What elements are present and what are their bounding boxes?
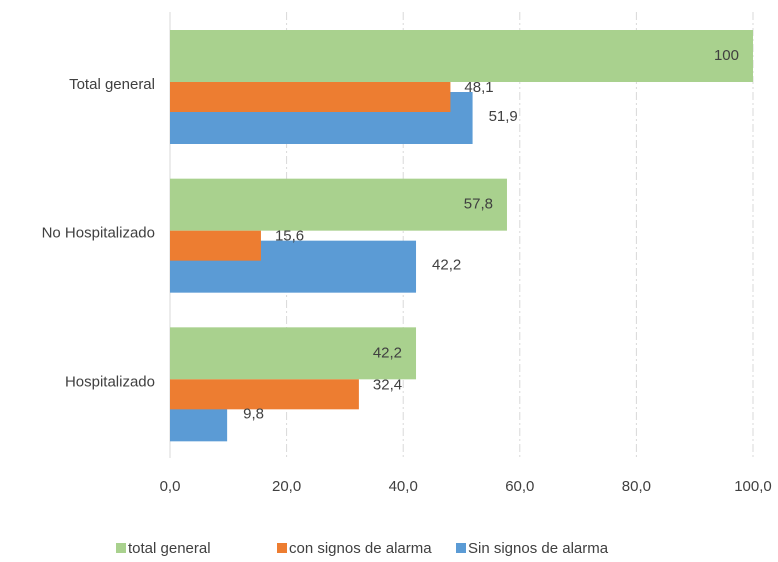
legend-swatch (456, 543, 466, 553)
x-tick-label: 20,0 (272, 478, 301, 495)
data-label: 57,8 (464, 196, 493, 213)
legend-label: total general (128, 540, 211, 557)
category-label: Hospitalizado (65, 373, 155, 390)
data-label: 15,6 (275, 228, 304, 245)
x-tick-label: 40,0 (389, 478, 418, 495)
data-label: 48,1 (464, 79, 493, 96)
data-label: 42,2 (432, 257, 461, 274)
data-label: 42,2 (373, 344, 402, 361)
x-tick-label: 80,0 (622, 478, 651, 495)
legend-label: Sin signos de alarma (468, 540, 609, 557)
data-label: 51,9 (489, 108, 518, 125)
x-tick-label: 60,0 (505, 478, 534, 495)
bar (170, 178, 507, 231)
data-label: 32,4 (373, 376, 402, 393)
bar (170, 230, 261, 261)
data-label: 100 (714, 47, 739, 64)
category-label: Total general (69, 76, 155, 93)
bar (170, 30, 753, 82)
x-tick-label: 100,0 (734, 478, 772, 495)
legend-swatch (116, 543, 126, 553)
category-label: No Hospitalizado (42, 225, 155, 242)
x-tick-label: 0,0 (160, 478, 181, 495)
bar (170, 379, 359, 410)
bar (170, 82, 451, 112)
bar (170, 327, 417, 380)
legend-swatch (277, 543, 287, 553)
legend-label: con signos de alarma (289, 540, 432, 557)
data-label: 9,8 (243, 405, 264, 422)
